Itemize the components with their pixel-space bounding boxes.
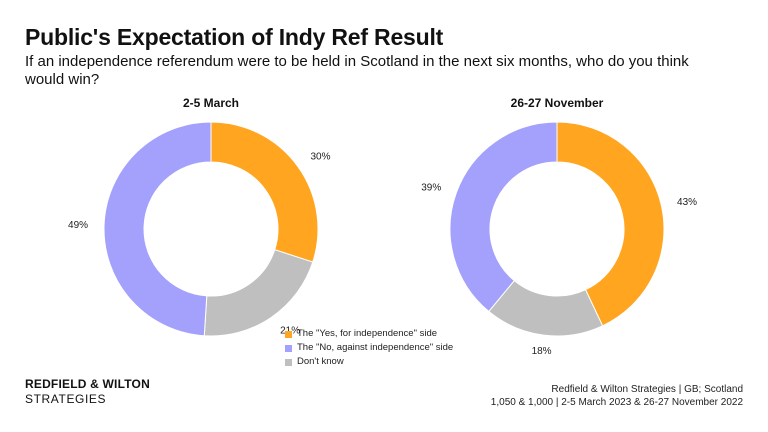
donut-chart-2: 26-27 November 43% 18% 39% <box>421 96 697 357</box>
data-label-no-2: 39% <box>421 182 441 193</box>
chart-subtitle: If an independence referendum were to be… <box>25 53 689 88</box>
legend-swatch-no <box>285 344 292 352</box>
slice-yes-1 <box>210 121 319 263</box>
donut-title-2: 26-27 November <box>511 96 604 110</box>
legend-label-yes: The "Yes, for independence" side <box>297 328 438 339</box>
source-line-1: Redfield & Wilton Strategies | GB; Scotl… <box>551 384 743 395</box>
brand-logo: REDFIELD & WILTON STRATEGIES <box>25 377 150 407</box>
brand-line-1: REDFIELD & WILTON <box>25 377 150 391</box>
brand-line-2: STRATEGIES <box>25 392 107 406</box>
chart-title: Public's Expectation of Indy Ref Result <box>25 24 444 50</box>
data-label-yes-1: 30% <box>311 152 331 163</box>
data-label-dont-know-2: 18% <box>532 346 552 357</box>
legend-item-no: The "No, against independence" side <box>285 341 453 355</box>
legend-swatch-yes <box>285 330 292 338</box>
source-note: Redfield & Wilton Strategies | GB; Scotl… <box>491 383 743 409</box>
legend: The "Yes, for independence" side The "No… <box>285 327 453 369</box>
source-line-2: 1,050 & 1,000 | 2-5 March 2023 & 26-27 N… <box>490 397 743 408</box>
slice-yes-2 <box>556 121 665 327</box>
slice-no-1 <box>103 121 212 337</box>
legend-label-no: The "No, against independence" side <box>297 342 454 353</box>
legend-item-yes: The "Yes, for independence" side <box>285 327 453 341</box>
data-label-yes-2: 43% <box>677 197 697 208</box>
donut-title-1: 2-5 March <box>183 96 239 110</box>
data-label-no-1: 49% <box>68 220 88 231</box>
legend-label-dont-know: Don't know <box>297 356 344 367</box>
legend-item-dont-know: Don't know <box>285 355 453 369</box>
slice-dont-know-1 <box>203 249 314 337</box>
slice-no-2 <box>449 121 558 313</box>
legend-swatch-dont-know <box>285 358 292 366</box>
